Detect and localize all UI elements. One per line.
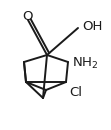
Text: NH$_2$: NH$_2$ [72, 56, 98, 71]
Text: O: O [22, 9, 32, 22]
Text: OH: OH [82, 20, 102, 32]
Text: Cl: Cl [69, 86, 82, 99]
